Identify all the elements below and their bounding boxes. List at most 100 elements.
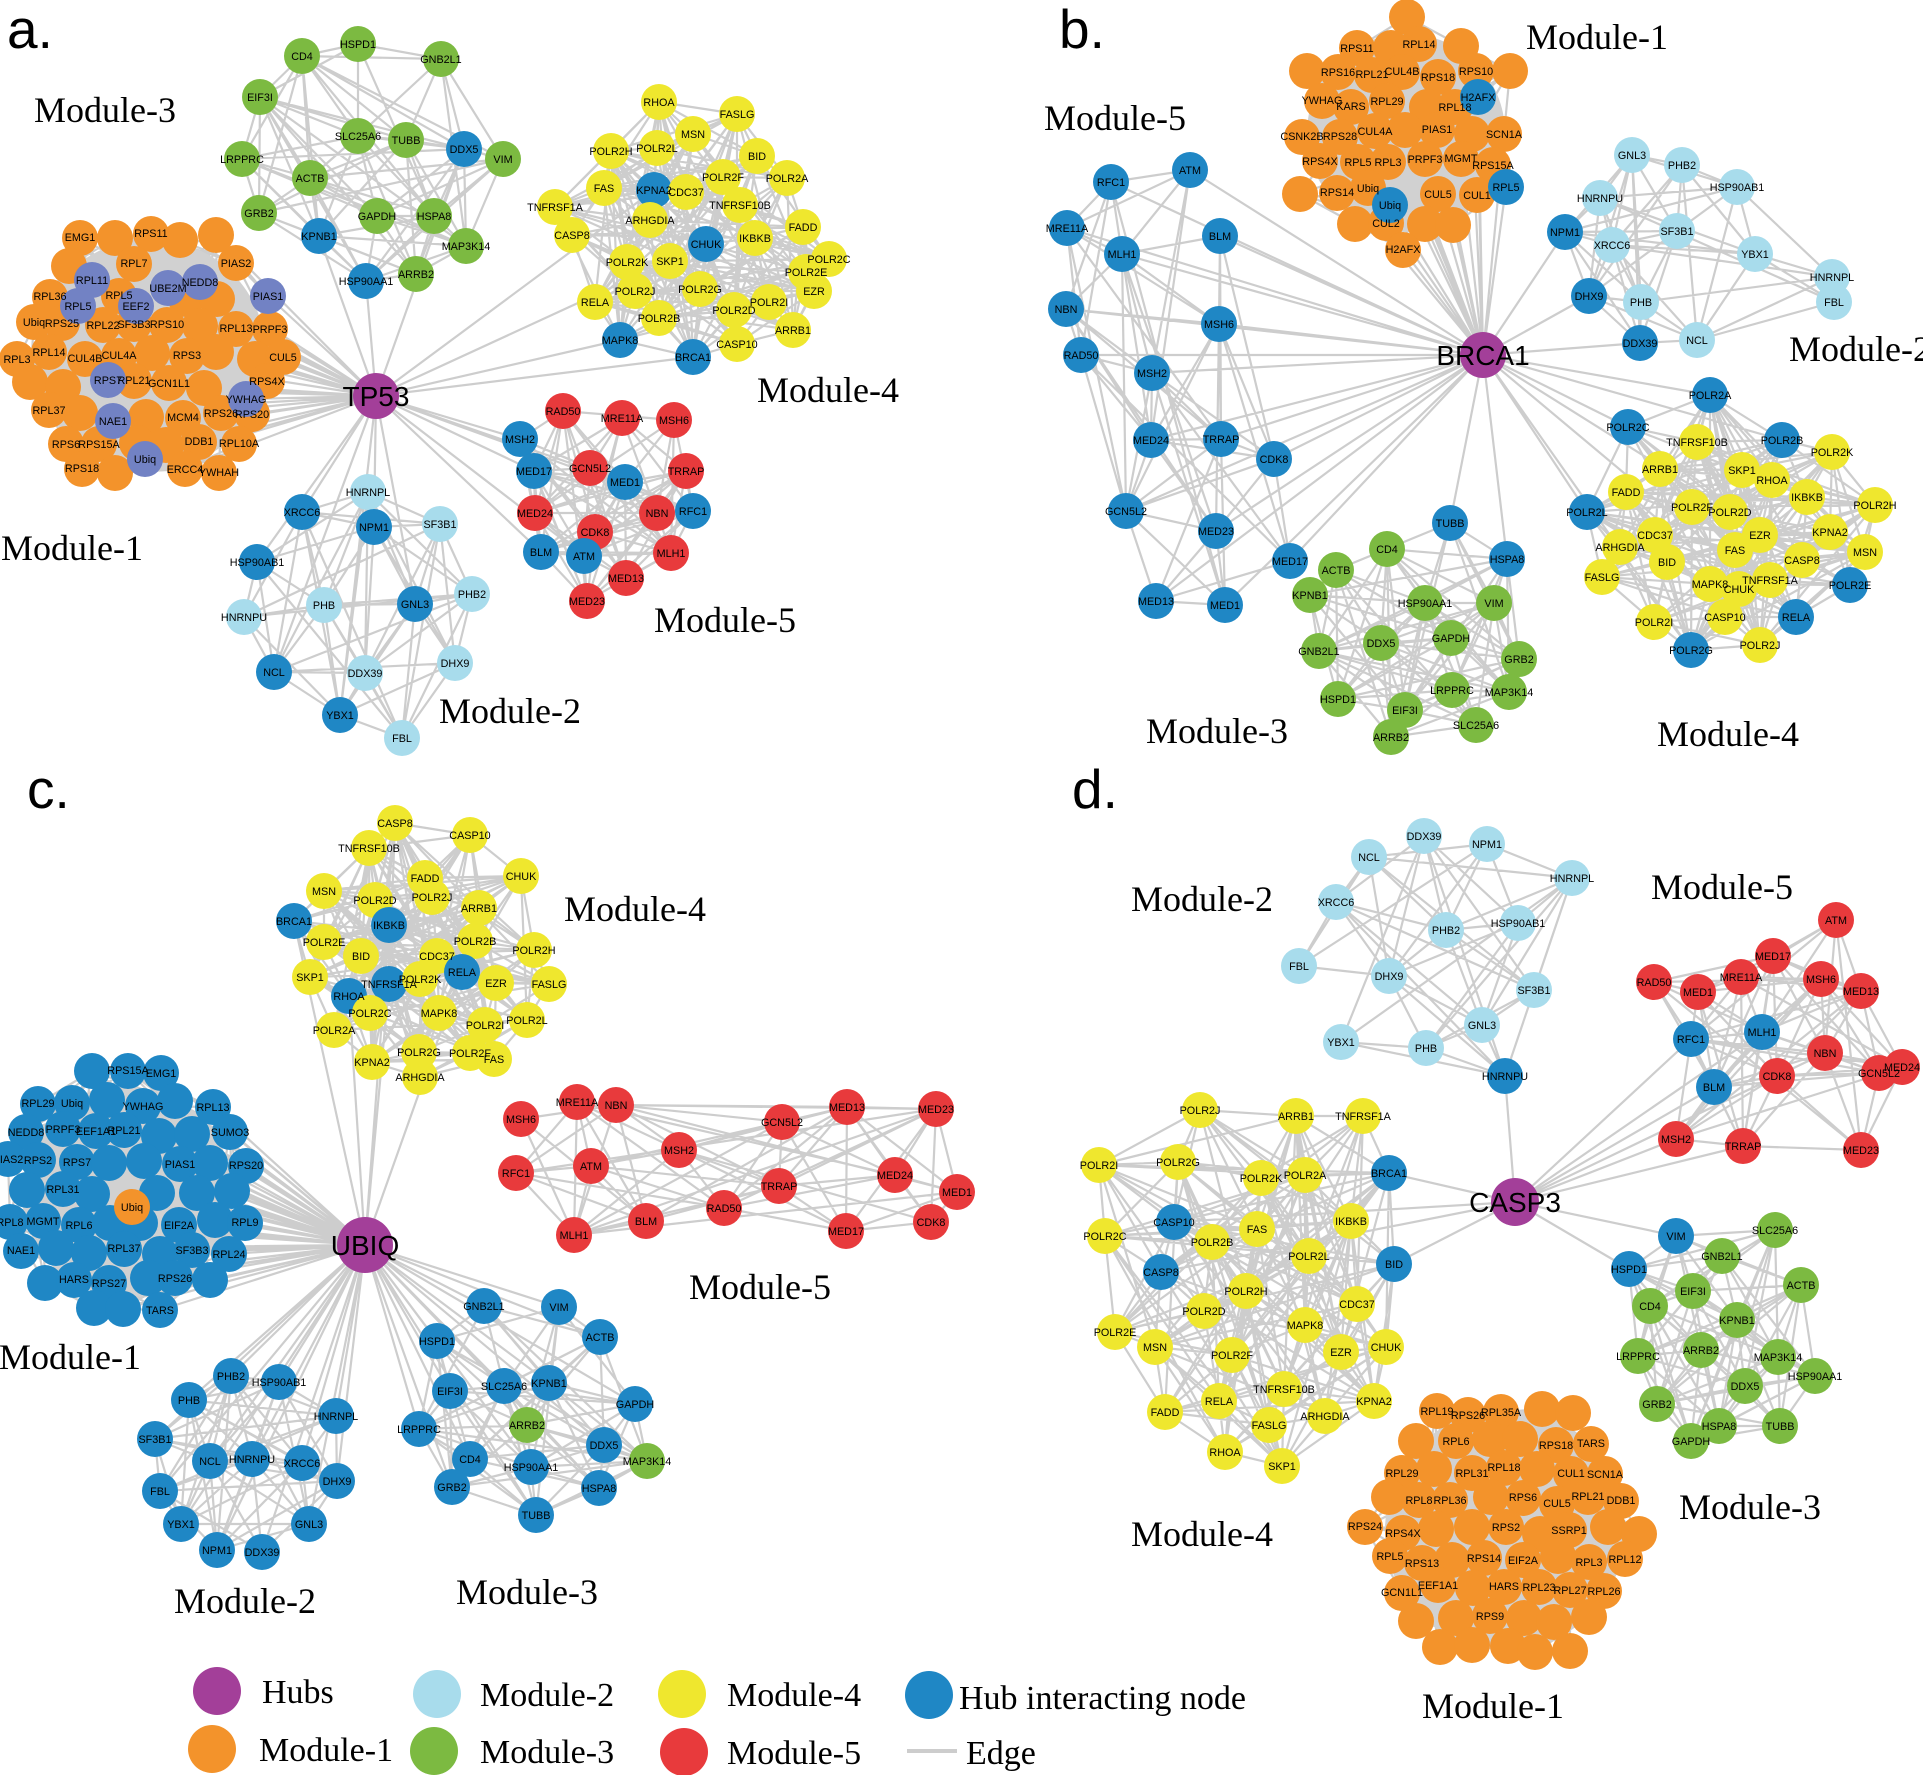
svg-text:RPL21: RPL21 <box>1355 69 1388 81</box>
svg-text:FBL: FBL <box>392 733 412 745</box>
svg-text:RPS15A: RPS15A <box>107 1065 149 1077</box>
svg-text:YWHAG: YWHAG <box>226 394 267 406</box>
svg-text:BLM: BLM <box>530 547 552 559</box>
svg-text:YWHAG: YWHAG <box>123 1101 164 1113</box>
svg-text:SF3B1: SF3B1 <box>1517 985 1550 997</box>
svg-text:FADD: FADD <box>1612 487 1641 499</box>
svg-text:CASP8: CASP8 <box>377 818 412 830</box>
svg-text:ARHGDIA: ARHGDIA <box>1300 1411 1350 1423</box>
svg-text:HSPA8: HSPA8 <box>1702 1421 1737 1433</box>
svg-text:MAP3K14: MAP3K14 <box>1485 687 1534 699</box>
svg-text:CASP8: CASP8 <box>1784 555 1819 567</box>
svg-text:GRB2: GRB2 <box>244 208 273 220</box>
svg-text:RAD50: RAD50 <box>707 1203 742 1215</box>
svg-text:GNL3: GNL3 <box>401 599 429 611</box>
svg-text:RPL6: RPL6 <box>65 1220 92 1232</box>
svg-text:GNB2L1: GNB2L1 <box>1298 646 1339 658</box>
svg-text:Module-1: Module-1 <box>0 1337 141 1377</box>
svg-text:HSPD1: HSPD1 <box>340 39 376 51</box>
svg-text:PIAS2: PIAS2 <box>221 258 252 270</box>
svg-text:Ubiq: Ubiq <box>61 1098 83 1110</box>
svg-text:Edge: Edge <box>966 1735 1036 1772</box>
svg-text:RPL29: RPL29 <box>21 1098 54 1110</box>
svg-text:MLH1: MLH1 <box>657 548 686 560</box>
svg-text:CASP8: CASP8 <box>1143 1267 1178 1279</box>
svg-text:TARS: TARS <box>1577 1438 1605 1450</box>
svg-text:CUL4B: CUL4B <box>68 353 103 365</box>
svg-text:ARHGDIA: ARHGDIA <box>1595 542 1645 554</box>
svg-text:b.: b. <box>1059 0 1105 60</box>
svg-text:FAS: FAS <box>484 1054 504 1066</box>
svg-text:FADD: FADD <box>411 873 440 885</box>
svg-text:TNFRSF10B: TNFRSF10B <box>1253 1384 1315 1396</box>
svg-text:HARS: HARS <box>1489 1581 1519 1593</box>
svg-text:Module-3: Module-3 <box>1146 711 1288 751</box>
svg-text:MAP3K14: MAP3K14 <box>1754 1352 1803 1364</box>
svg-text:MSH6: MSH6 <box>659 415 689 427</box>
svg-text:HSPA8: HSPA8 <box>582 1483 617 1495</box>
svg-text:Module-5: Module-5 <box>1044 98 1186 138</box>
svg-text:MLH1: MLH1 <box>560 1230 589 1242</box>
svg-text:RHOA: RHOA <box>333 991 365 1003</box>
svg-text:KPNB1: KPNB1 <box>531 1378 566 1390</box>
svg-text:KPNB1: KPNB1 <box>1719 1315 1754 1327</box>
svg-text:EZR: EZR <box>1749 530 1771 542</box>
svg-text:RPS18: RPS18 <box>1539 1440 1573 1452</box>
svg-text:RFC1: RFC1 <box>502 1168 530 1180</box>
svg-text:FADD: FADD <box>1151 1407 1180 1419</box>
svg-text:HNRNPL: HNRNPL <box>346 487 390 499</box>
svg-text:RPL37: RPL37 <box>32 405 65 417</box>
svg-text:Ubiq: Ubiq <box>1357 183 1379 195</box>
svg-text:DDX5: DDX5 <box>590 1440 619 1452</box>
svg-text:Module-3: Module-3 <box>480 1734 614 1771</box>
svg-text:GAPDH: GAPDH <box>1672 1436 1710 1448</box>
svg-text:SKP1: SKP1 <box>656 256 684 268</box>
svg-text:POLR2A: POLR2A <box>313 1025 356 1037</box>
svg-text:DHX9: DHX9 <box>441 658 470 670</box>
svg-text:Module-2: Module-2 <box>439 691 581 731</box>
svg-text:CDK8: CDK8 <box>581 527 610 539</box>
svg-text:MED23: MED23 <box>1198 526 1234 538</box>
svg-text:a.: a. <box>7 0 53 60</box>
svg-text:RPS9: RPS9 <box>1476 1611 1504 1623</box>
svg-text:CHUK: CHUK <box>1371 1342 1402 1354</box>
svg-text:POLR2B: POLR2B <box>454 936 497 948</box>
svg-text:RPL21: RPL21 <box>1571 1491 1604 1503</box>
svg-text:RELA: RELA <box>1205 1396 1234 1408</box>
svg-text:MAPK8: MAPK8 <box>421 1008 458 1020</box>
svg-text:NBN: NBN <box>1055 304 1078 316</box>
svg-text:BID: BID <box>1658 557 1676 569</box>
svg-text:TNFRSF1A: TNFRSF1A <box>1742 575 1799 587</box>
svg-text:FASLG: FASLG <box>532 979 567 991</box>
svg-text:RPL21: RPL21 <box>117 375 150 387</box>
svg-text:TRRAP: TRRAP <box>1203 434 1240 446</box>
svg-text:GRB2: GRB2 <box>437 1482 466 1494</box>
svg-text:MED13: MED13 <box>608 573 644 585</box>
svg-text:RPS25: RPS25 <box>45 318 79 330</box>
svg-text:POLR2I: POLR2I <box>750 297 788 309</box>
svg-text:NCL: NCL <box>263 667 285 679</box>
svg-text:NPM1: NPM1 <box>359 522 389 534</box>
svg-text:RPS11: RPS11 <box>134 228 167 240</box>
svg-text:TP53: TP53 <box>343 381 410 412</box>
svg-text:POLR2B: POLR2B <box>638 313 681 325</box>
svg-text:POLR2A: POLR2A <box>1689 390 1732 402</box>
svg-text:RPS20: RPS20 <box>229 1160 263 1172</box>
svg-text:CHUK: CHUK <box>691 239 722 251</box>
svg-text:Module-1: Module-1 <box>1 528 143 568</box>
svg-text:RPS28: RPS28 <box>1323 131 1357 143</box>
svg-text:RPL11: RPL11 <box>76 275 108 287</box>
svg-text:CUL4A: CUL4A <box>1358 126 1394 138</box>
svg-text:POLR2C: POLR2C <box>1606 422 1649 434</box>
svg-text:SKP1: SKP1 <box>296 972 324 984</box>
svg-text:ARRB2: ARRB2 <box>1373 732 1409 744</box>
svg-text:POLR2B: POLR2B <box>1761 435 1804 447</box>
svg-text:POLR2C: POLR2C <box>807 254 850 266</box>
svg-text:RPL3: RPL3 <box>3 354 30 366</box>
svg-text:HSPA8: HSPA8 <box>1490 554 1525 566</box>
svg-text:TRRAP: TRRAP <box>1725 1141 1762 1153</box>
svg-text:CUL5: CUL5 <box>1543 1498 1571 1510</box>
svg-text:NPM1: NPM1 <box>202 1545 232 1557</box>
svg-text:MED23: MED23 <box>569 596 605 608</box>
svg-text:SKP1: SKP1 <box>1268 1461 1296 1473</box>
